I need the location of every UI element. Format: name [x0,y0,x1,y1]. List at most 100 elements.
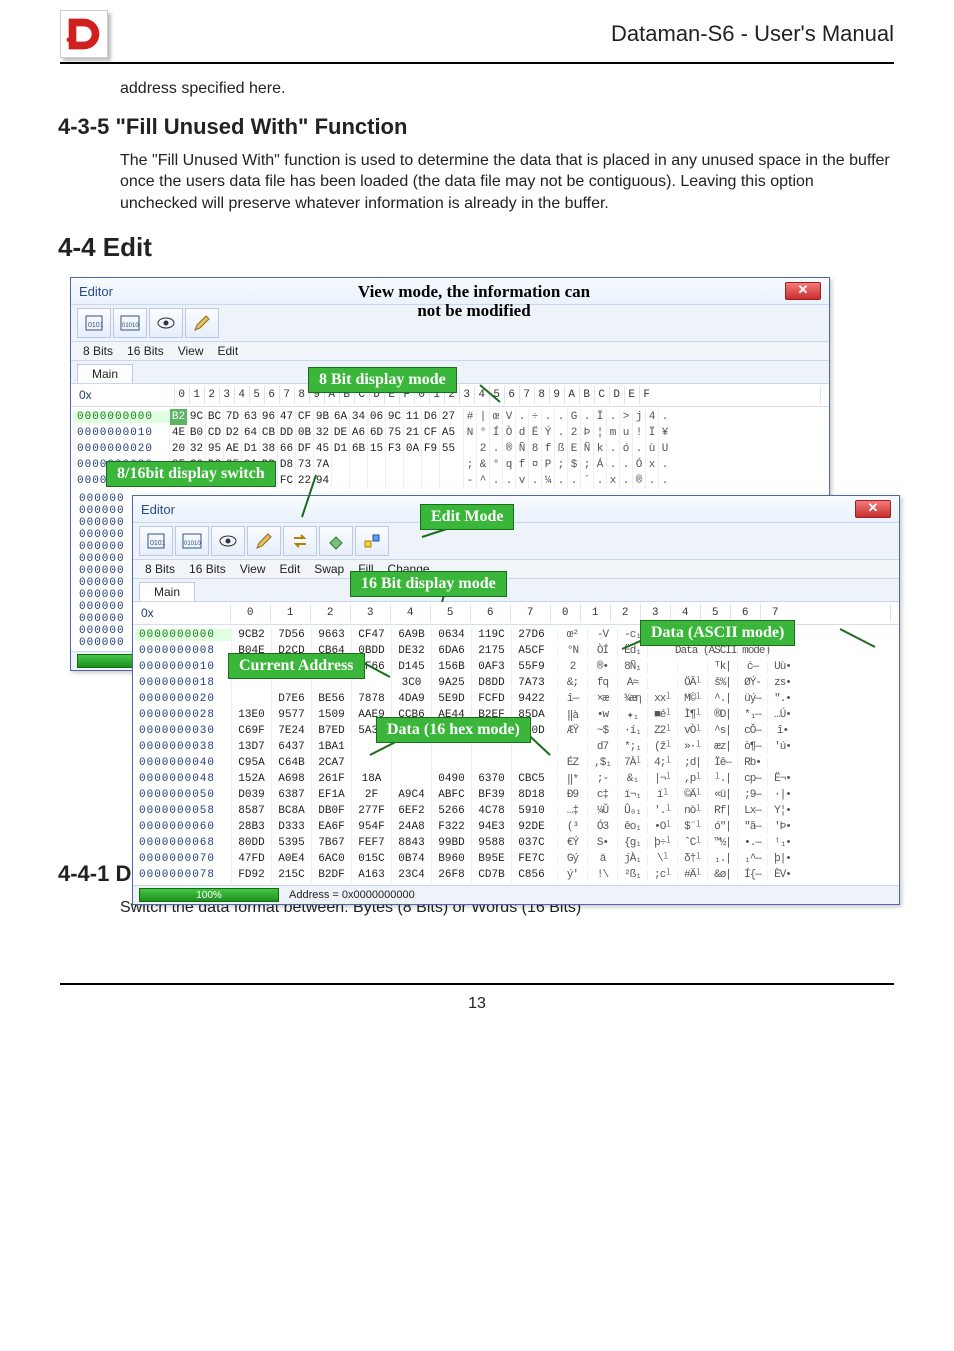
hex-word[interactable]: 9422 [511,691,551,707]
hex-word[interactable]: 9663 [311,627,351,643]
hex-word[interactable]: 6DA6 [431,643,471,659]
hex-word[interactable]: D039 [231,787,271,803]
hex-word[interactable]: 5910 [511,803,551,819]
hex-byte[interactable] [349,473,367,489]
hex-byte[interactable]: AE [223,441,241,457]
hex-byte[interactable]: A5 [439,425,457,441]
hex-word[interactable]: CBC5 [511,771,551,787]
hex-byte[interactable]: 7D [223,409,241,425]
8bits-icon[interactable]: 0101 [139,526,173,556]
hex-byte[interactable]: 63 [241,409,259,425]
change-icon[interactable] [355,526,389,556]
hex-byte[interactable] [385,457,403,473]
hex-byte[interactable]: 6D [367,425,385,441]
hex-word[interactable]: 7B67 [311,835,351,851]
hex-byte[interactable] [439,473,457,489]
hex-word[interactable]: A5CF [511,643,551,659]
hex-word[interactable]: DE32 [391,643,431,659]
hex-word[interactable] [391,755,431,771]
hex-byte[interactable]: F9 [421,441,439,457]
hex-word[interactable]: 13E0 [231,707,271,723]
hex-word[interactable]: FCFD [471,691,511,707]
hex-byte[interactable]: CB [259,425,277,441]
hex-word[interactable]: 5395 [271,835,311,851]
hex-word[interactable]: 5E9D [431,691,471,707]
hex-word[interactable]: 9CB2 [231,627,271,643]
menu-item[interactable]: 8 Bits [145,562,175,576]
hex-byte[interactable]: BC [205,409,223,425]
hex-word[interactable]: B960 [431,851,471,867]
hex-word[interactable]: 119C [471,627,511,643]
hex-byte[interactable]: 66 [277,441,295,457]
close-button[interactable]: ✕ [785,282,821,300]
hex-byte[interactable]: B0 [187,425,205,441]
menu-item[interactable]: 8 Bits [83,344,113,358]
hex-byte[interactable] [349,457,367,473]
hex-byte[interactable]: 06 [367,409,385,425]
menu-item[interactable]: Edit [280,562,301,576]
hex-word[interactable]: 2175 [471,643,511,659]
hex-word[interactable] [351,755,391,771]
hex-byte[interactable]: 4E [169,425,187,441]
hex-word[interactable]: BE56 [311,691,351,707]
close-button-16[interactable]: ✕ [855,500,891,518]
hex-byte[interactable]: CF [421,425,439,441]
hex-byte[interactable]: DD [277,425,295,441]
hex-byte[interactable]: F3 [385,441,403,457]
hex-byte[interactable]: 9B [313,409,331,425]
hex-word[interactable]: B7ED [311,723,351,739]
hex-word[interactable]: 55F9 [511,659,551,675]
hex-byte[interactable]: 6B [349,441,367,457]
hex-byte[interactable] [403,473,421,489]
hex-word[interactable]: F322 [431,819,471,835]
hex-byte[interactable]: 34 [349,409,367,425]
eye-icon[interactable] [211,526,245,556]
hex-word[interactable]: DB0F [311,803,351,819]
hex-word[interactable]: B2DF [311,867,351,883]
hex-byte[interactable]: 64 [241,425,259,441]
hex-byte[interactable]: 95 [205,441,223,457]
hex-byte[interactable] [331,457,349,473]
hex-word[interactable]: 8D18 [511,787,551,803]
hex-byte[interactable]: 15 [367,441,385,457]
hex-word[interactable] [431,755,471,771]
hex-word[interactable]: 4DA9 [391,691,431,707]
hex-word[interactable]: B95E [471,851,511,867]
hex-byte[interactable] [385,473,403,489]
hex-word[interactable] [231,691,271,707]
hex-word[interactable]: 4C78 [471,803,511,819]
hex-word[interactable]: 9A25 [431,675,471,691]
hex-byte[interactable]: 0B [295,425,313,441]
hex-byte[interactable]: 96 [259,409,277,425]
hex-word[interactable]: 6AC0 [311,851,351,867]
menu-item[interactable]: 16 Bits [127,344,164,358]
hex-byte[interactable]: 38 [259,441,277,457]
hex-word[interactable]: 13D7 [231,739,271,755]
hex-word[interactable]: 2CA7 [311,755,351,771]
hex-word[interactable]: A0E4 [271,851,311,867]
hex-word[interactable]: 94E3 [471,819,511,835]
tab-main-16[interactable]: Main [139,582,195,601]
hex-word[interactable]: 92DE [511,819,551,835]
hex-word[interactable]: 9588 [471,835,511,851]
hex-byte[interactable]: 9C [187,409,205,425]
hex-byte[interactable]: 73 [295,457,313,473]
hex-word[interactable]: 0490 [431,771,471,787]
hex-byte[interactable]: 20 [169,441,187,457]
hex-word[interactable]: 6437 [271,739,311,755]
hex-word[interactable]: 2F [351,787,391,803]
hex-byte[interactable]: D8 [277,457,295,473]
menu-item[interactable]: Edit [218,344,239,358]
hex-word[interactable]: 261F [311,771,351,787]
hex-byte[interactable]: 21 [403,425,421,441]
hex-byte[interactable]: 6A [331,409,349,425]
hex-word[interactable]: 6EF2 [391,803,431,819]
pencil-icon[interactable] [185,308,219,338]
hex-word[interactable]: 6370 [471,771,511,787]
hex-word[interactable]: 3C0 [391,675,431,691]
hex-byte[interactable]: A6 [349,425,367,441]
eye-icon[interactable] [149,308,183,338]
hex-word[interactable]: 23C4 [391,867,431,883]
hex-byte[interactable] [421,457,439,473]
hex-word[interactable]: D7E6 [271,691,311,707]
